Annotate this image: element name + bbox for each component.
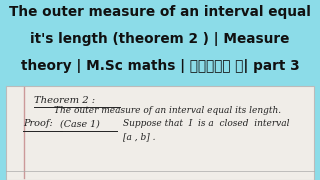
Text: The outer measure of an interval equal: The outer measure of an interval equal xyxy=(9,5,311,19)
Text: it's length (theorem 2 ) | Measure: it's length (theorem 2 ) | Measure xyxy=(30,32,290,46)
Text: [a , b] .: [a , b] . xyxy=(123,132,156,141)
Bar xyxy=(6,86,314,180)
Text: Theorem 2 :: Theorem 2 : xyxy=(34,96,95,105)
Text: Suppose that  I  is a  closed  interval: Suppose that I is a closed interval xyxy=(123,119,290,128)
Text: Proof:: Proof: xyxy=(23,119,53,128)
Text: (Case 1): (Case 1) xyxy=(60,119,100,128)
Text: theory | M.Sc maths | தமிழ் ✨| part 3: theory | M.Sc maths | தமிழ் ✨| part 3 xyxy=(20,59,300,73)
Text: The outer measure of an interval equal its length.: The outer measure of an interval equal i… xyxy=(54,106,281,115)
